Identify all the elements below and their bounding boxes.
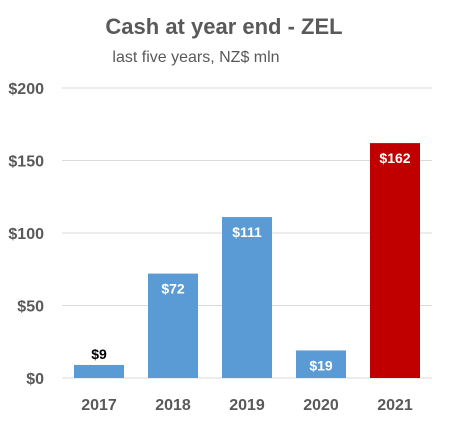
data-label-2021: $162 (379, 150, 410, 166)
y-tick-label: $50 (17, 299, 44, 316)
x-tick-label: 2019 (229, 397, 265, 414)
chart-title: Cash at year end - ZEL (105, 14, 342, 39)
data-label-2017: $9 (91, 346, 107, 362)
data-labels: $9 $72 $111 $19 $162 (91, 150, 411, 373)
y-axis-tick-labels: $0 $50 $100 $150 $200 (8, 81, 44, 388)
x-tick-label: 2018 (155, 397, 191, 414)
data-label-2019: $111 (232, 224, 262, 240)
y-tick-label: $0 (26, 371, 44, 388)
data-label-2020: $19 (309, 357, 333, 373)
x-tick-label: 2021 (377, 397, 413, 414)
bar-2020 (296, 350, 346, 378)
chart-subtitle: last five years, NZ$ mln (112, 49, 279, 66)
y-tick-label: $100 (8, 226, 44, 243)
bar-2017 (74, 364, 124, 378)
bars (74, 143, 420, 378)
x-tick-label: 2020 (303, 397, 339, 414)
y-tick-label: $200 (8, 81, 44, 98)
bar-2021 (370, 143, 420, 378)
data-label-2018: $72 (161, 281, 185, 297)
bar-2019 (222, 217, 272, 378)
y-tick-label: $150 (8, 154, 44, 171)
bar-2018 (148, 273, 198, 378)
x-axis-tick-labels: 2017 2018 2019 2020 2021 (81, 397, 413, 414)
x-tick-label: 2017 (81, 397, 117, 414)
